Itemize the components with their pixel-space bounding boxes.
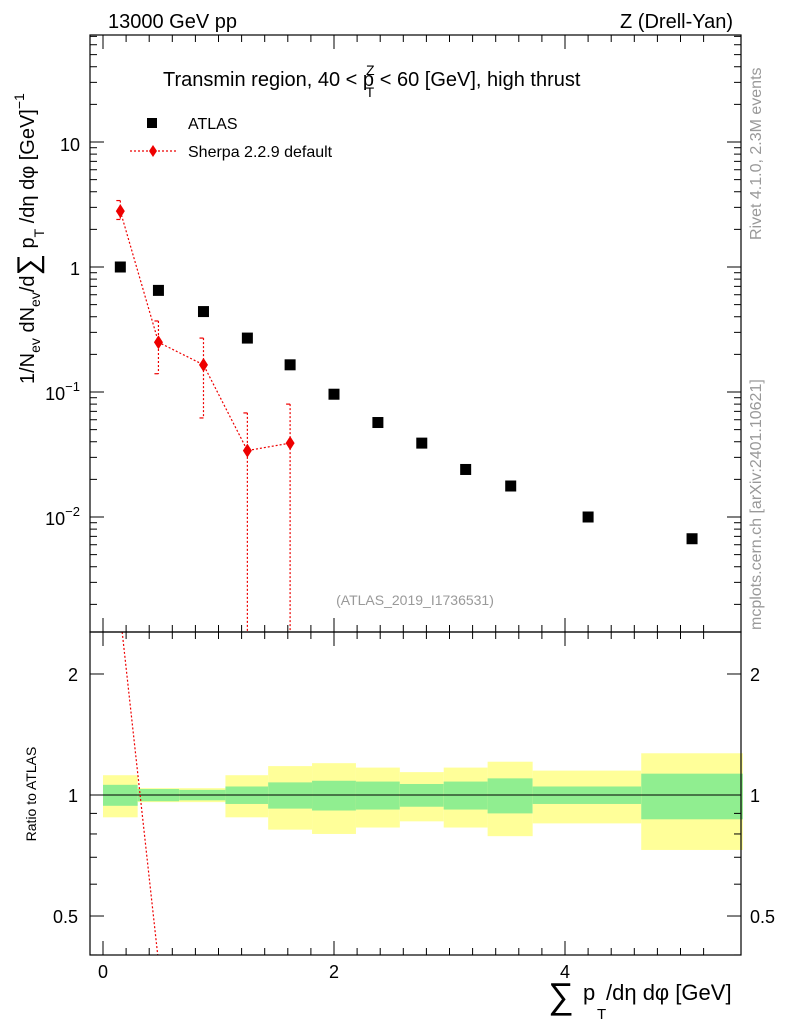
ratio-tick-label-1-right: 1 [750, 786, 760, 806]
legend-sherpa-marker [149, 145, 157, 157]
svg-text:T: T [597, 1006, 606, 1023]
ratio-band-inner [443, 781, 488, 810]
ratio-tick-label-0.5-left: 0.5 [53, 907, 78, 927]
axis-ticks [90, 35, 741, 956]
atlas-point [241, 332, 253, 344]
svg-text:p: p [583, 980, 595, 1005]
x-axis-label: ∑ p T /dη dφ [GeV] [548, 975, 732, 1023]
atlas-point [328, 388, 340, 400]
legend-atlas-label: ATLAS [188, 116, 238, 133]
atlas-point [416, 437, 428, 449]
ratio-band-inner [312, 780, 356, 811]
ratio-tick-label-1-left: 1 [68, 786, 78, 806]
energy-label: 13000 GeV pp [108, 11, 237, 33]
y-tick-label-10: 10 [60, 135, 80, 155]
svg-text:∑: ∑ [548, 975, 574, 1016]
y-axis-label: 1/Nev dNev/d∑ pT /dη dφ [GeV]−1 [11, 93, 47, 384]
ratio-panel-frame [89, 631, 742, 956]
y-tick-label-1: 1 [70, 259, 80, 279]
ratio-y-axis-label: Ratio to ATLAS [23, 747, 39, 842]
ratio-band-inner [641, 773, 743, 820]
ratio-tick-label-0.5-right: 0.5 [750, 907, 775, 927]
analysis-watermark: (ATLAS_2019_I1736531) [336, 592, 494, 608]
sherpa-line [119, 210, 291, 452]
atlas-point [284, 359, 296, 371]
plot-title: Transmin region, 40 < pZ T < 60 [GeV], hi… [163, 62, 581, 100]
atlas-point [372, 417, 384, 429]
main-panel-marks [114, 199, 698, 632]
svg-text:1/Nev dNev/d∑ pT /dη dφ [GeV]: 1/Nev dNev/d∑ pT /dη dφ [GeV]−1 [11, 93, 47, 384]
ratio-band-inner [487, 778, 533, 814]
ratio-uncertainty-bands [90, 753, 743, 850]
ratio-tick-label-2-left: 2 [68, 665, 78, 685]
atlas-point [505, 480, 517, 492]
process-label: Z (Drell-Yan) [620, 11, 733, 33]
atlas-point [582, 511, 594, 523]
sherpa-point [242, 443, 252, 458]
rivet-label: Rivet 4.1.0, 2.3M events [748, 67, 765, 240]
legend-sherpa-label: Sherpa 2.2.9 default [188, 144, 333, 161]
ratio-band-inner [355, 781, 400, 810]
svg-text:/dη dφ [GeV]: /dη dφ [GeV] [606, 980, 732, 1005]
atlas-point [460, 463, 472, 475]
x-tick-label-4: 4 [560, 962, 570, 982]
atlas-point [152, 284, 164, 296]
atlas-point [686, 533, 698, 545]
sherpa-point [115, 204, 125, 219]
sherpa-point [285, 436, 295, 451]
x-tick-label-2: 2 [329, 962, 339, 982]
x-tick-label-0: 0 [98, 962, 108, 982]
y-tick-label-0.01: 10−2 [45, 504, 80, 529]
mcplots-label: mcplots.cern.ch [arXiv:2401.10621] [748, 379, 765, 630]
atlas-point [114, 261, 126, 273]
sherpa-point [198, 357, 208, 372]
atlas-point [197, 306, 209, 318]
y-tick-label-0.1: 10−1 [45, 379, 80, 404]
ratio-tick-label-2-right: 2 [750, 665, 760, 685]
legend-atlas-marker [147, 118, 157, 128]
sherpa-point [153, 335, 163, 350]
